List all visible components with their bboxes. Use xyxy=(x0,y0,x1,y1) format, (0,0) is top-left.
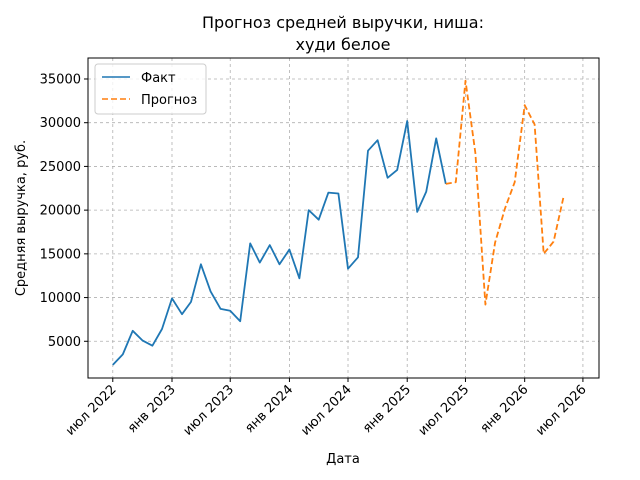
y-tick-label: 20000 xyxy=(40,204,81,219)
series-line-forecast xyxy=(445,79,565,306)
series-line-actual xyxy=(112,120,447,366)
x-tick-label: июл 2025 xyxy=(416,382,473,439)
x-tick-label: июл 2023 xyxy=(181,382,238,439)
series-group xyxy=(112,79,565,366)
y-tick-label: 30000 xyxy=(40,116,81,131)
plot-frame xyxy=(87,57,600,379)
y-tick-label: 35000 xyxy=(40,72,81,87)
y-axis-ticks: 5000 10000 15000 20000 25000 30000 35000 xyxy=(40,72,88,350)
legend-label-actual: Факт xyxy=(141,71,176,86)
y-tick-label: 10000 xyxy=(40,291,81,306)
y-tick-label: 15000 xyxy=(40,247,81,262)
y-tick-label: 25000 xyxy=(40,160,81,175)
x-tick-label: янв 2025 xyxy=(360,382,414,436)
x-tick-label: июл 2022 xyxy=(63,382,120,439)
x-tick-label: июл 2024 xyxy=(298,382,355,439)
legend-label-forecast: Прогноз xyxy=(141,93,197,108)
x-tick-label: янв 2023 xyxy=(125,382,179,436)
y-axis-label: Средняя выручка, руб. xyxy=(14,140,29,296)
y-tick-label: 5000 xyxy=(48,335,81,350)
x-tick-label: янв 2026 xyxy=(478,382,532,436)
chart-title-line-1: Прогноз средней выручки, ниша: xyxy=(202,13,484,32)
legend: Факт Прогноз xyxy=(94,63,207,115)
x-tick-label: янв 2024 xyxy=(242,382,296,436)
x-axis-label: Дата xyxy=(326,452,360,467)
chart-title-line-2: худи белое xyxy=(295,35,390,54)
x-tick-label: июл 2026 xyxy=(533,382,590,439)
x-axis-ticks: июл 2022 янв 2023 июл 2023 янв 2024 июл 2024… xyxy=(63,378,590,439)
